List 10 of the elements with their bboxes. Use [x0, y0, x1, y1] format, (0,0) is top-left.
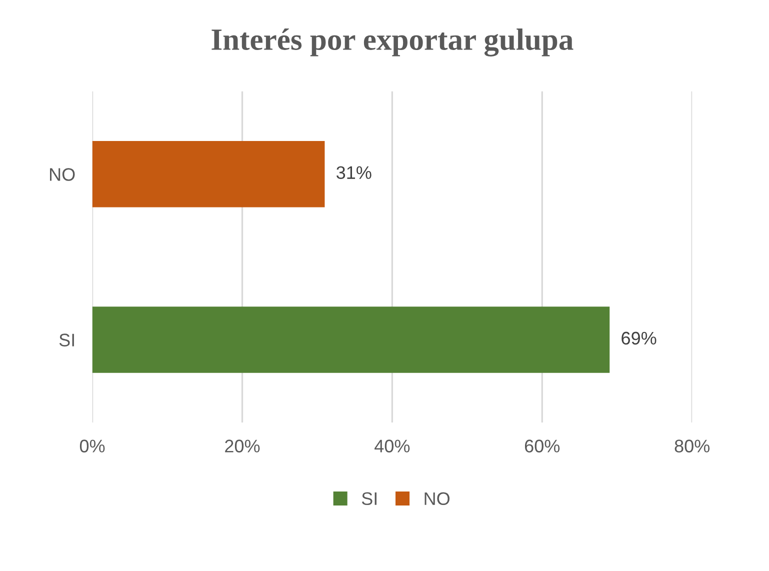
x-tick-label: 60% [524, 440, 560, 452]
legend-label: NO [424, 492, 450, 506]
data-label: 69% [622, 332, 656, 345]
x-tick-label: 0% [80, 440, 105, 452]
legend-label: SI [362, 492, 376, 506]
chart-title: Interés por exportar gulupa [212, 28, 574, 56]
x-tick-label: 20% [225, 440, 260, 452]
x-tick-label: 40% [374, 440, 410, 452]
x-tick-label: 80% [674, 440, 710, 452]
data-label: 31% [336, 166, 372, 179]
